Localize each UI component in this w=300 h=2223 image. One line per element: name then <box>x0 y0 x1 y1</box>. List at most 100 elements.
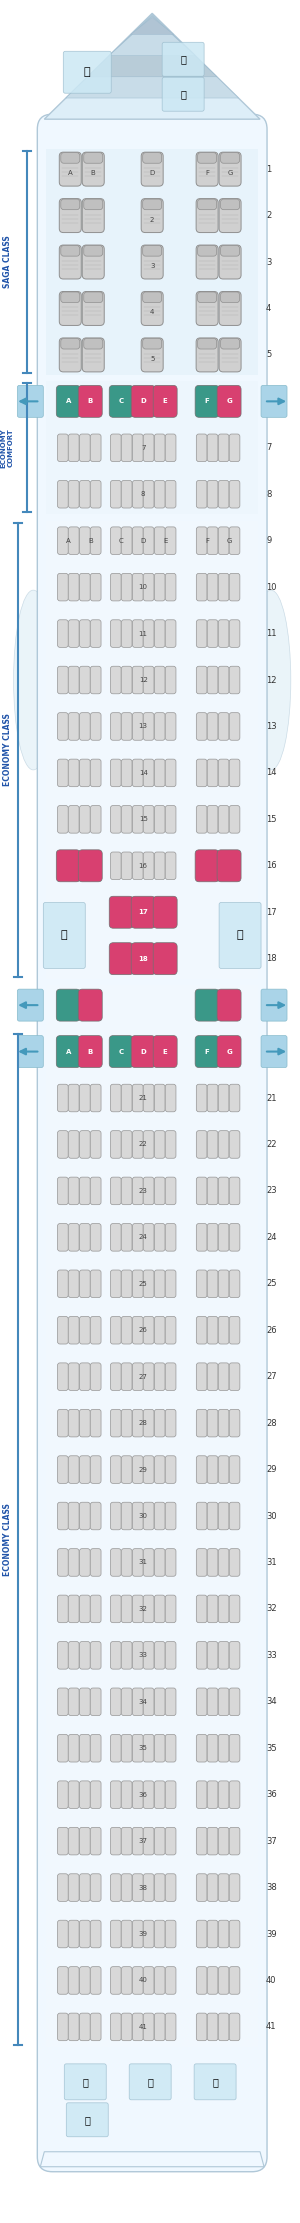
FancyBboxPatch shape <box>58 2014 68 2041</box>
FancyBboxPatch shape <box>80 1316 90 1345</box>
Text: 18: 18 <box>138 956 148 963</box>
FancyBboxPatch shape <box>207 1085 218 1112</box>
Text: 4: 4 <box>266 305 271 313</box>
FancyBboxPatch shape <box>218 1781 229 1810</box>
Text: 12: 12 <box>266 676 277 685</box>
Text: 🚻: 🚻 <box>84 2114 90 2125</box>
FancyBboxPatch shape <box>121 1781 132 1810</box>
FancyBboxPatch shape <box>58 1549 68 1576</box>
Text: 4: 4 <box>150 309 154 316</box>
FancyBboxPatch shape <box>141 198 163 233</box>
FancyBboxPatch shape <box>194 2063 236 2101</box>
FancyBboxPatch shape <box>196 1085 207 1112</box>
Text: 7: 7 <box>141 445 146 451</box>
FancyBboxPatch shape <box>80 1641 90 1669</box>
FancyBboxPatch shape <box>218 1223 229 1252</box>
FancyBboxPatch shape <box>131 385 155 418</box>
FancyBboxPatch shape <box>141 291 163 325</box>
FancyBboxPatch shape <box>58 1223 68 1252</box>
FancyBboxPatch shape <box>229 1967 240 1994</box>
FancyBboxPatch shape <box>261 989 287 1020</box>
FancyBboxPatch shape <box>154 1827 165 1854</box>
FancyBboxPatch shape <box>220 245 240 256</box>
FancyBboxPatch shape <box>207 1132 218 1158</box>
FancyBboxPatch shape <box>121 805 132 834</box>
FancyBboxPatch shape <box>68 2014 79 2041</box>
FancyBboxPatch shape <box>229 1827 240 1854</box>
Text: 1: 1 <box>266 165 271 173</box>
FancyBboxPatch shape <box>84 153 103 162</box>
FancyBboxPatch shape <box>165 2014 176 2041</box>
FancyBboxPatch shape <box>154 1549 165 1576</box>
FancyBboxPatch shape <box>90 1549 101 1576</box>
FancyBboxPatch shape <box>132 1874 143 1901</box>
FancyBboxPatch shape <box>229 1874 240 1901</box>
FancyBboxPatch shape <box>153 385 177 418</box>
FancyBboxPatch shape <box>143 574 154 600</box>
Text: 14: 14 <box>139 769 148 776</box>
FancyBboxPatch shape <box>132 1269 143 1298</box>
FancyBboxPatch shape <box>154 574 165 600</box>
FancyBboxPatch shape <box>58 1687 68 1716</box>
FancyBboxPatch shape <box>154 758 165 787</box>
FancyBboxPatch shape <box>196 620 207 647</box>
FancyBboxPatch shape <box>153 943 177 974</box>
FancyBboxPatch shape <box>110 1921 121 1947</box>
FancyBboxPatch shape <box>121 574 132 600</box>
Text: D: D <box>140 398 146 405</box>
FancyBboxPatch shape <box>17 989 43 1020</box>
FancyBboxPatch shape <box>68 1316 79 1345</box>
Text: 27: 27 <box>139 1374 148 1380</box>
FancyBboxPatch shape <box>61 338 80 349</box>
FancyBboxPatch shape <box>121 1596 132 1623</box>
FancyBboxPatch shape <box>58 620 68 647</box>
Text: ECONOMY
COMFORT: ECONOMY COMFORT <box>1 429 14 467</box>
Text: B: B <box>88 538 93 545</box>
FancyBboxPatch shape <box>207 433 218 462</box>
FancyBboxPatch shape <box>195 385 219 418</box>
FancyBboxPatch shape <box>198 200 217 209</box>
Text: 36: 36 <box>266 1790 277 1798</box>
FancyBboxPatch shape <box>229 1687 240 1716</box>
Text: 34: 34 <box>266 1698 277 1707</box>
FancyBboxPatch shape <box>195 989 219 1020</box>
FancyBboxPatch shape <box>68 1409 79 1436</box>
FancyBboxPatch shape <box>196 1827 207 1854</box>
FancyBboxPatch shape <box>132 1549 143 1576</box>
FancyBboxPatch shape <box>207 1641 218 1669</box>
Bar <box>46 382 258 514</box>
Bar <box>46 520 258 978</box>
FancyBboxPatch shape <box>218 480 229 509</box>
FancyBboxPatch shape <box>68 433 79 462</box>
FancyBboxPatch shape <box>196 527 207 554</box>
FancyBboxPatch shape <box>110 851 121 880</box>
FancyBboxPatch shape <box>154 1641 165 1669</box>
FancyBboxPatch shape <box>217 1036 241 1067</box>
Text: F: F <box>205 538 209 545</box>
FancyBboxPatch shape <box>165 1085 176 1112</box>
FancyBboxPatch shape <box>82 151 104 187</box>
FancyBboxPatch shape <box>90 667 101 694</box>
FancyBboxPatch shape <box>218 1409 229 1436</box>
Text: D: D <box>141 538 146 545</box>
Text: 🚻: 🚻 <box>237 931 243 940</box>
FancyBboxPatch shape <box>80 2014 90 2041</box>
FancyBboxPatch shape <box>90 433 101 462</box>
FancyBboxPatch shape <box>220 153 240 162</box>
FancyBboxPatch shape <box>198 338 217 349</box>
Text: F: F <box>205 171 209 176</box>
FancyBboxPatch shape <box>218 758 229 787</box>
FancyBboxPatch shape <box>154 1734 165 1763</box>
Text: 29: 29 <box>266 1465 277 1474</box>
FancyBboxPatch shape <box>143 1781 154 1810</box>
FancyBboxPatch shape <box>218 1085 229 1112</box>
FancyBboxPatch shape <box>80 1085 90 1112</box>
FancyBboxPatch shape <box>84 200 103 209</box>
FancyBboxPatch shape <box>218 1734 229 1763</box>
FancyBboxPatch shape <box>121 1641 132 1669</box>
FancyBboxPatch shape <box>165 433 176 462</box>
FancyBboxPatch shape <box>207 667 218 694</box>
FancyBboxPatch shape <box>132 1085 143 1112</box>
FancyBboxPatch shape <box>154 1503 165 1529</box>
Text: 🚻: 🚻 <box>61 931 68 940</box>
